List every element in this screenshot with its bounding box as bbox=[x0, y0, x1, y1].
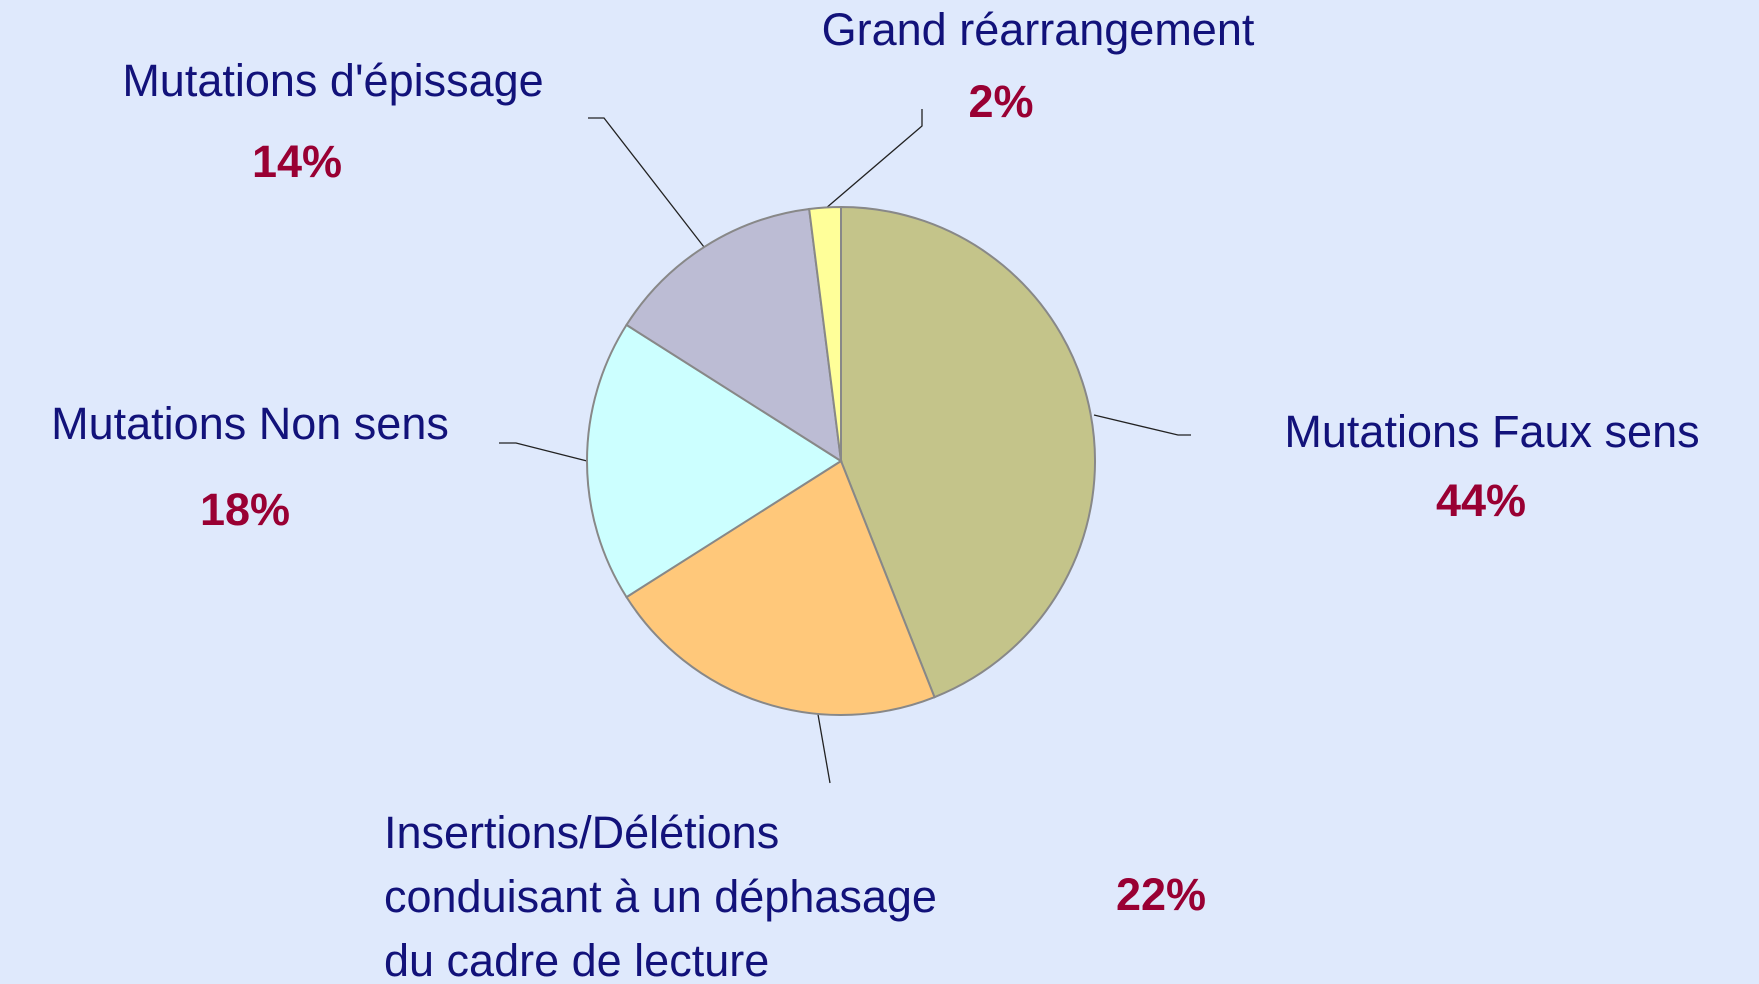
leader-line bbox=[824, 109, 923, 210]
pie-slice bbox=[840, 205, 1096, 699]
pie-slice bbox=[586, 323, 843, 599]
value-label: 44% bbox=[1435, 475, 1527, 526]
leader-line bbox=[588, 117, 705, 248]
pie-slice bbox=[808, 205, 842, 462]
leader-line bbox=[1093, 414, 1191, 436]
leader-line bbox=[815, 702, 831, 784]
value-label: 18% bbox=[199, 484, 291, 535]
value-label: 2% bbox=[968, 76, 1034, 127]
slice-label: Grand réarrangement bbox=[821, 4, 1255, 55]
slice-label: Mutations Faux sens bbox=[1284, 406, 1700, 457]
pie-slice bbox=[625, 207, 843, 463]
slice-label: Mutations d'épissage bbox=[122, 55, 544, 106]
leader-line bbox=[499, 442, 588, 462]
slice-label: Mutations Non sens bbox=[51, 398, 449, 449]
slice-label: Insertions/Délétions conduisant à un dép… bbox=[384, 807, 937, 984]
value-label: 14% bbox=[251, 136, 343, 187]
pie-slice bbox=[625, 459, 936, 716]
value-label: 22% bbox=[1115, 869, 1207, 920]
